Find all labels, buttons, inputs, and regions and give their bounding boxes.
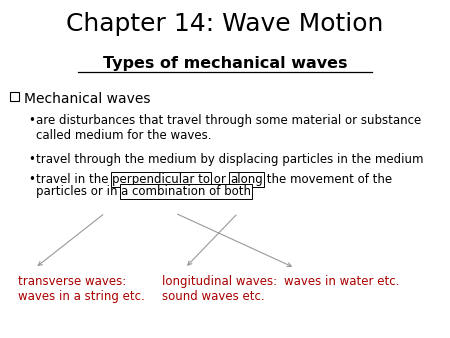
Text: the movement of the: the movement of the xyxy=(263,173,392,186)
Text: are disturbances that travel through some material or substance
called medium fo: are disturbances that travel through som… xyxy=(36,114,421,142)
Text: Mechanical waves: Mechanical waves xyxy=(24,92,150,106)
Text: •: • xyxy=(28,173,35,186)
Text: Chapter 14: Wave Motion: Chapter 14: Wave Motion xyxy=(66,12,384,36)
Text: Types of mechanical waves: Types of mechanical waves xyxy=(103,56,347,71)
Text: longitudinal waves:
sound waves etc.: longitudinal waves: sound waves etc. xyxy=(162,275,277,303)
Text: along: along xyxy=(230,173,263,186)
Text: particles or in: particles or in xyxy=(36,185,121,198)
Text: •: • xyxy=(28,114,35,127)
Text: waves in water etc.: waves in water etc. xyxy=(284,275,399,288)
Text: a combination of both: a combination of both xyxy=(121,185,251,198)
Text: travel through the medium by displacing particles in the medium: travel through the medium by displacing … xyxy=(36,153,423,166)
Text: travel in the: travel in the xyxy=(36,173,112,186)
Text: •: • xyxy=(28,153,35,166)
Bar xyxy=(10,92,19,101)
Text: perpendicular to: perpendicular to xyxy=(112,173,210,186)
Text: or: or xyxy=(210,173,230,186)
Text: transverse waves:
waves in a string etc.: transverse waves: waves in a string etc. xyxy=(18,275,145,303)
